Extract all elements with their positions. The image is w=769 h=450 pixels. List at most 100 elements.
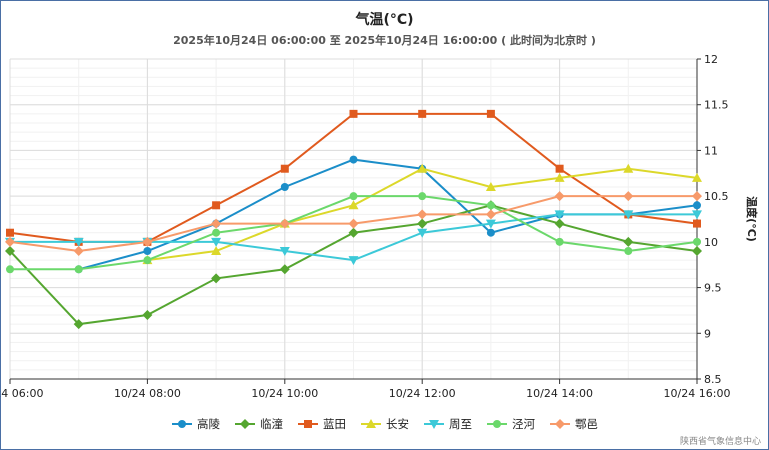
data-point bbox=[280, 183, 289, 191]
data-point bbox=[693, 237, 701, 246]
y-tick-label: 9.5 bbox=[704, 282, 722, 295]
data-point bbox=[349, 192, 358, 201]
data-point bbox=[211, 218, 222, 229]
legend-symbol bbox=[550, 419, 570, 429]
data-point bbox=[74, 265, 83, 274]
data-point bbox=[6, 265, 14, 274]
x-tick-label: 10/24 14:00 bbox=[526, 387, 593, 400]
data-point bbox=[349, 155, 358, 164]
data-point bbox=[485, 219, 496, 229]
legend-label: 鄠邑 bbox=[575, 417, 598, 431]
data-point bbox=[692, 210, 702, 220]
legend-symbol bbox=[361, 419, 381, 428]
legend-marker bbox=[178, 420, 186, 428]
x-tick-label: 10/24 08:00 bbox=[114, 387, 181, 400]
data-point bbox=[554, 218, 565, 229]
chart-title: 气温(°C) bbox=[355, 12, 414, 28]
data-point bbox=[418, 109, 427, 118]
data-point bbox=[211, 246, 222, 255]
x-tick-label: 10/24 16:00 bbox=[664, 387, 731, 400]
data-point bbox=[73, 246, 84, 256]
data-point bbox=[142, 310, 153, 320]
legend-label: 蓝田 bbox=[323, 417, 346, 431]
data-point bbox=[417, 209, 428, 220]
legend-item[interactable]: 泾河 bbox=[486, 416, 535, 432]
data-point bbox=[623, 163, 634, 173]
y-tick-label: 11 bbox=[704, 144, 718, 157]
y-tick-label: 12 bbox=[704, 53, 718, 66]
legend-item[interactable]: 高陵 bbox=[171, 416, 220, 432]
data-point bbox=[554, 172, 565, 182]
data-point bbox=[554, 210, 565, 220]
data-point bbox=[143, 256, 152, 265]
legend-symbol bbox=[487, 420, 507, 428]
data-point bbox=[143, 247, 152, 255]
data-point bbox=[211, 273, 222, 284]
legend-label: 周至 bbox=[449, 417, 472, 431]
data-point bbox=[486, 228, 495, 237]
legend-marker bbox=[240, 419, 250, 429]
data-point bbox=[279, 218, 290, 229]
data-point bbox=[692, 172, 702, 182]
data-point bbox=[554, 191, 565, 202]
series-layer bbox=[5, 109, 702, 330]
data-point bbox=[624, 247, 633, 255]
data-point bbox=[5, 246, 15, 256]
data-point bbox=[623, 210, 634, 220]
data-point bbox=[417, 228, 428, 238]
data-point bbox=[73, 319, 84, 330]
data-point bbox=[693, 201, 701, 210]
legend-item[interactable]: 周至 bbox=[423, 416, 472, 432]
legend-marker bbox=[304, 420, 312, 428]
data-point bbox=[73, 237, 84, 247]
y-tick-label: 11.5 bbox=[704, 99, 729, 112]
data-point bbox=[211, 237, 222, 247]
legend-item[interactable]: 临潼 bbox=[234, 416, 283, 432]
data-point bbox=[693, 219, 701, 228]
legend-symbol bbox=[235, 419, 255, 429]
data-point bbox=[692, 191, 702, 202]
legend-item[interactable]: 蓝田 bbox=[297, 416, 346, 432]
data-point bbox=[279, 247, 290, 256]
data-point bbox=[349, 109, 358, 118]
series-7 bbox=[5, 191, 702, 256]
legend-marker bbox=[429, 420, 439, 429]
legend-marker bbox=[493, 420, 501, 428]
data-point bbox=[212, 228, 221, 237]
data-point bbox=[417, 163, 428, 173]
data-point bbox=[486, 201, 495, 210]
legend-symbol bbox=[424, 420, 444, 429]
y-axis-label: 温度(°C) bbox=[745, 196, 759, 242]
data-point bbox=[418, 192, 427, 201]
legend-symbol bbox=[172, 420, 192, 428]
data-point bbox=[212, 201, 221, 210]
legend-label: 高陵 bbox=[197, 417, 220, 431]
data-point bbox=[485, 209, 496, 220]
legend-label: 长安 bbox=[386, 417, 409, 431]
data-point bbox=[555, 237, 564, 246]
legend-marker bbox=[555, 419, 565, 429]
legend-marker bbox=[366, 419, 376, 428]
series-6 bbox=[6, 192, 701, 274]
data-point bbox=[348, 200, 359, 210]
x-tick-label: 10/24 10:00 bbox=[251, 387, 318, 400]
legend-item[interactable]: 鄠邑 bbox=[549, 416, 598, 432]
data-point bbox=[623, 191, 634, 202]
data-point bbox=[555, 164, 564, 173]
data-point bbox=[5, 236, 15, 247]
data-point bbox=[348, 218, 359, 229]
data-point bbox=[417, 218, 428, 229]
legend-symbol bbox=[298, 420, 318, 428]
chart-subtitle: 2025年10月24日 06:00:00 至 2025年10月24日 16:00… bbox=[173, 34, 596, 47]
data-point bbox=[279, 264, 290, 275]
legend-item[interactable]: 长安 bbox=[360, 416, 409, 432]
data-point bbox=[6, 228, 14, 237]
credit-text: 陕西省气象信息中心 bbox=[679, 437, 761, 447]
series-2 bbox=[5, 200, 702, 330]
legend-label: 泾河 bbox=[512, 417, 535, 431]
data-point bbox=[348, 256, 359, 266]
data-point bbox=[142, 236, 153, 247]
x-tick-label: 10/24 12:00 bbox=[389, 387, 456, 400]
y-tick-label: 10 bbox=[704, 236, 718, 249]
